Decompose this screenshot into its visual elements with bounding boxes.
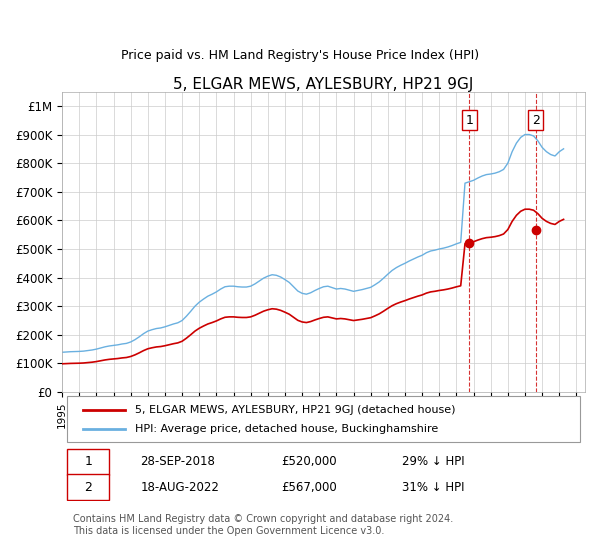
Title: 5, ELGAR MEWS, AYLESBURY, HP21 9GJ: 5, ELGAR MEWS, AYLESBURY, HP21 9GJ (173, 77, 474, 92)
Text: 2: 2 (85, 480, 92, 493)
Text: 18-AUG-2022: 18-AUG-2022 (140, 480, 220, 493)
Text: 1: 1 (466, 114, 473, 127)
Text: 1: 1 (85, 455, 92, 469)
Text: 29% ↓ HPI: 29% ↓ HPI (402, 455, 464, 469)
Text: £520,000: £520,000 (282, 455, 337, 469)
FancyBboxPatch shape (67, 474, 109, 500)
Text: 28-SEP-2018: 28-SEP-2018 (140, 455, 215, 469)
Text: HPI: Average price, detached house, Buckinghamshire: HPI: Average price, detached house, Buck… (136, 424, 439, 434)
Text: 5, ELGAR MEWS, AYLESBURY, HP21 9GJ (detached house): 5, ELGAR MEWS, AYLESBURY, HP21 9GJ (deta… (136, 404, 456, 414)
Text: £567,000: £567,000 (282, 480, 337, 493)
Text: Contains HM Land Registry data © Crown copyright and database right 2024.
This d: Contains HM Land Registry data © Crown c… (73, 515, 453, 536)
FancyBboxPatch shape (67, 396, 580, 442)
Text: 31% ↓ HPI: 31% ↓ HPI (402, 480, 464, 493)
FancyBboxPatch shape (67, 449, 109, 475)
Text: 2: 2 (532, 114, 539, 127)
Text: Price paid vs. HM Land Registry's House Price Index (HPI): Price paid vs. HM Land Registry's House … (121, 49, 479, 62)
